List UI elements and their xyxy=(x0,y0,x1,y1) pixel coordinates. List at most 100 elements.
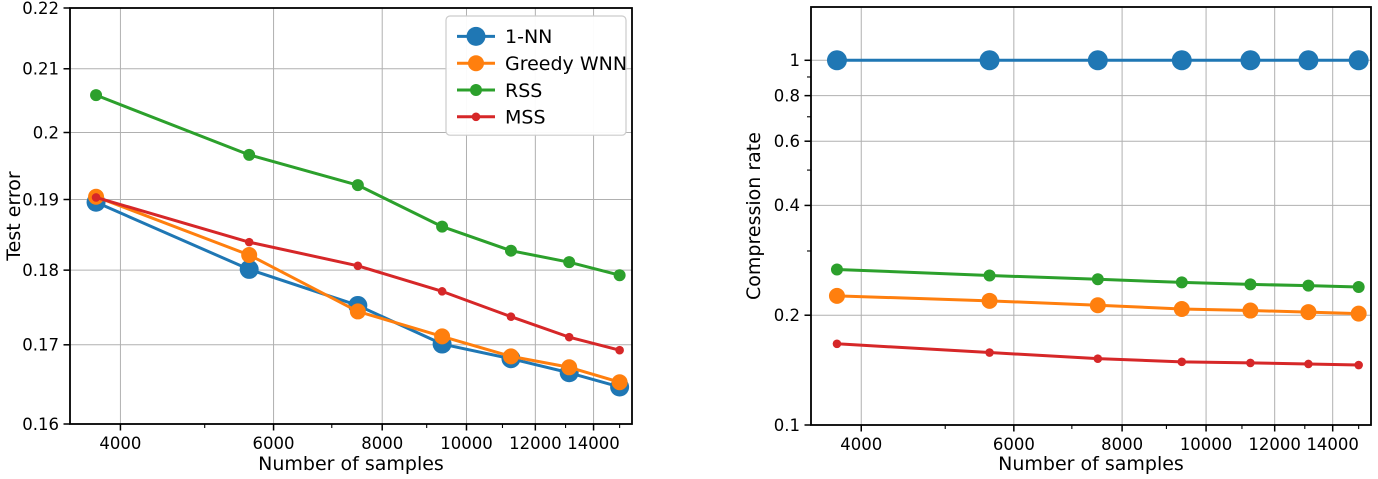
legend-marker xyxy=(466,26,486,46)
data-point-mss xyxy=(1304,359,1313,369)
data-point-rss xyxy=(983,269,996,282)
data-point-rss xyxy=(1175,276,1188,289)
legend-marker xyxy=(468,55,484,72)
data-point-1-nn xyxy=(1348,50,1369,71)
data-point-mss xyxy=(353,261,363,271)
x-tick-label: 8000 xyxy=(1101,435,1143,454)
data-point-greedy-wnn xyxy=(1300,304,1317,321)
data-point-greedy-wnn xyxy=(1173,301,1190,318)
y-tick-label: 0.17 xyxy=(22,336,59,355)
legend-entry-mss: MSS xyxy=(457,107,546,129)
data-point-greedy-wnn xyxy=(981,292,998,309)
x-tick-label: 8000 xyxy=(361,434,403,453)
data-point-mss xyxy=(615,345,624,355)
data-point-mss xyxy=(1246,358,1255,368)
data-point-greedy-wnn xyxy=(1242,302,1259,319)
x-tick-label: 14000 xyxy=(1306,435,1359,454)
data-point-greedy-wnn xyxy=(502,348,519,365)
y-tick-label: 0.21 xyxy=(22,60,59,79)
x-tick-label: 14000 xyxy=(567,434,620,453)
data-point-mss xyxy=(1177,357,1187,367)
legend-label: 1-NN xyxy=(505,26,552,48)
tick-labels: 4000 6000 8000 10000 12000 14000 1 0.8 0.6 0.4 0.2… xyxy=(774,51,1359,454)
series-greedy-wnn xyxy=(828,287,1367,322)
data-point-mss xyxy=(244,237,254,247)
legend-entry-1-nn: 1-NN xyxy=(457,26,552,48)
data-point-rss xyxy=(1302,279,1315,292)
data-point-greedy-wnn xyxy=(1350,305,1367,322)
data-point-1-nn xyxy=(1171,50,1192,71)
data-point-1-nn xyxy=(979,50,1000,71)
data-point-1-nn xyxy=(1298,50,1319,71)
x-tick-label: 10000 xyxy=(440,434,493,453)
data-point-greedy-wnn xyxy=(241,246,258,263)
data-point-greedy-wnn xyxy=(611,374,628,391)
data-point-mss xyxy=(985,348,994,357)
data-point-1-nn xyxy=(826,50,847,71)
x-tick-label: 10000 xyxy=(1180,435,1233,454)
legend-label: Greedy WNN xyxy=(505,53,627,75)
legend-entry-rss: RSS xyxy=(457,80,542,102)
data-point-rss xyxy=(1352,280,1365,293)
data-point-rss xyxy=(1244,278,1257,291)
data-point-mss xyxy=(1093,354,1103,363)
data-point-rss xyxy=(830,263,843,276)
data-point-1-nn xyxy=(1240,50,1261,71)
tick-labels: 4000 6000 8000 10000 12000 14000 0.16 0.17 0.18 0… xyxy=(22,0,620,453)
data-point-rss xyxy=(90,89,103,102)
legend-marker xyxy=(471,112,481,122)
legend-entry-greedy-wnn: Greedy WNN xyxy=(457,53,627,75)
ticks xyxy=(63,7,621,431)
y-tick-label: 0.18 xyxy=(22,261,59,280)
data-point-rss xyxy=(351,179,364,192)
series-mss xyxy=(91,193,624,355)
y-tick-label: 0.6 xyxy=(774,132,800,151)
legend-marker xyxy=(470,84,482,96)
data-point-mss xyxy=(91,193,101,202)
data-point-rss xyxy=(613,269,626,282)
legend: 1-NN Greedy WNN RSS MSS xyxy=(445,15,627,136)
x-tick-label: 12000 xyxy=(1248,435,1301,454)
data-point-greedy-wnn xyxy=(828,287,845,304)
data-point-rss xyxy=(504,244,517,257)
ticks xyxy=(804,59,1360,432)
data-point-mss xyxy=(437,287,447,296)
y-tick-label: 0.22 xyxy=(22,0,59,18)
data-point-greedy-wnn xyxy=(1089,297,1106,314)
y-tick-label: 1 xyxy=(790,51,801,70)
x-tick-label: 6000 xyxy=(993,435,1035,454)
data-point-greedy-wnn xyxy=(349,303,366,320)
data-point-mss xyxy=(832,339,842,349)
data-point-rss xyxy=(1091,273,1104,286)
plot-border xyxy=(810,6,1372,426)
compression-rate-chart: 4000 6000 8000 10000 12000 14000 1 0.8 0.6 0.4 0.2… xyxy=(774,6,1372,454)
series-greedy-wnn xyxy=(88,188,628,391)
legend-label: RSS xyxy=(505,80,542,102)
data-point-rss xyxy=(243,148,256,161)
series-1-nn xyxy=(826,50,1369,71)
y-tick-label: 0.16 xyxy=(22,415,59,434)
y-tick-label: 0.19 xyxy=(22,190,59,209)
data-point-greedy-wnn xyxy=(561,359,578,376)
series-rss xyxy=(830,263,1365,293)
test-error-chart: 4000 6000 8000 10000 12000 14000 0.16 0.17 0.18 0… xyxy=(22,0,633,453)
data-point-mss xyxy=(1354,360,1363,370)
data-point-mss xyxy=(564,332,574,342)
legend-box xyxy=(445,15,627,136)
y-tick-label: 0.2 xyxy=(33,123,59,142)
plot-border xyxy=(69,7,633,425)
y-tick-label: 0.1 xyxy=(774,416,800,435)
y-tick-label: 0.2 xyxy=(774,306,800,325)
x-tick-label: 6000 xyxy=(253,434,295,453)
series-mss xyxy=(832,339,1363,370)
x-tick-label: 12000 xyxy=(509,434,562,453)
x-tick-label: 4000 xyxy=(840,435,882,454)
data-point-greedy-wnn xyxy=(434,328,451,345)
series-rss xyxy=(90,89,626,282)
x-tick-label: 4000 xyxy=(99,434,141,453)
data-point-mss xyxy=(506,312,516,321)
data-point-1-nn xyxy=(239,259,259,279)
data-point-rss xyxy=(436,220,449,233)
legend-label: MSS xyxy=(505,107,546,129)
